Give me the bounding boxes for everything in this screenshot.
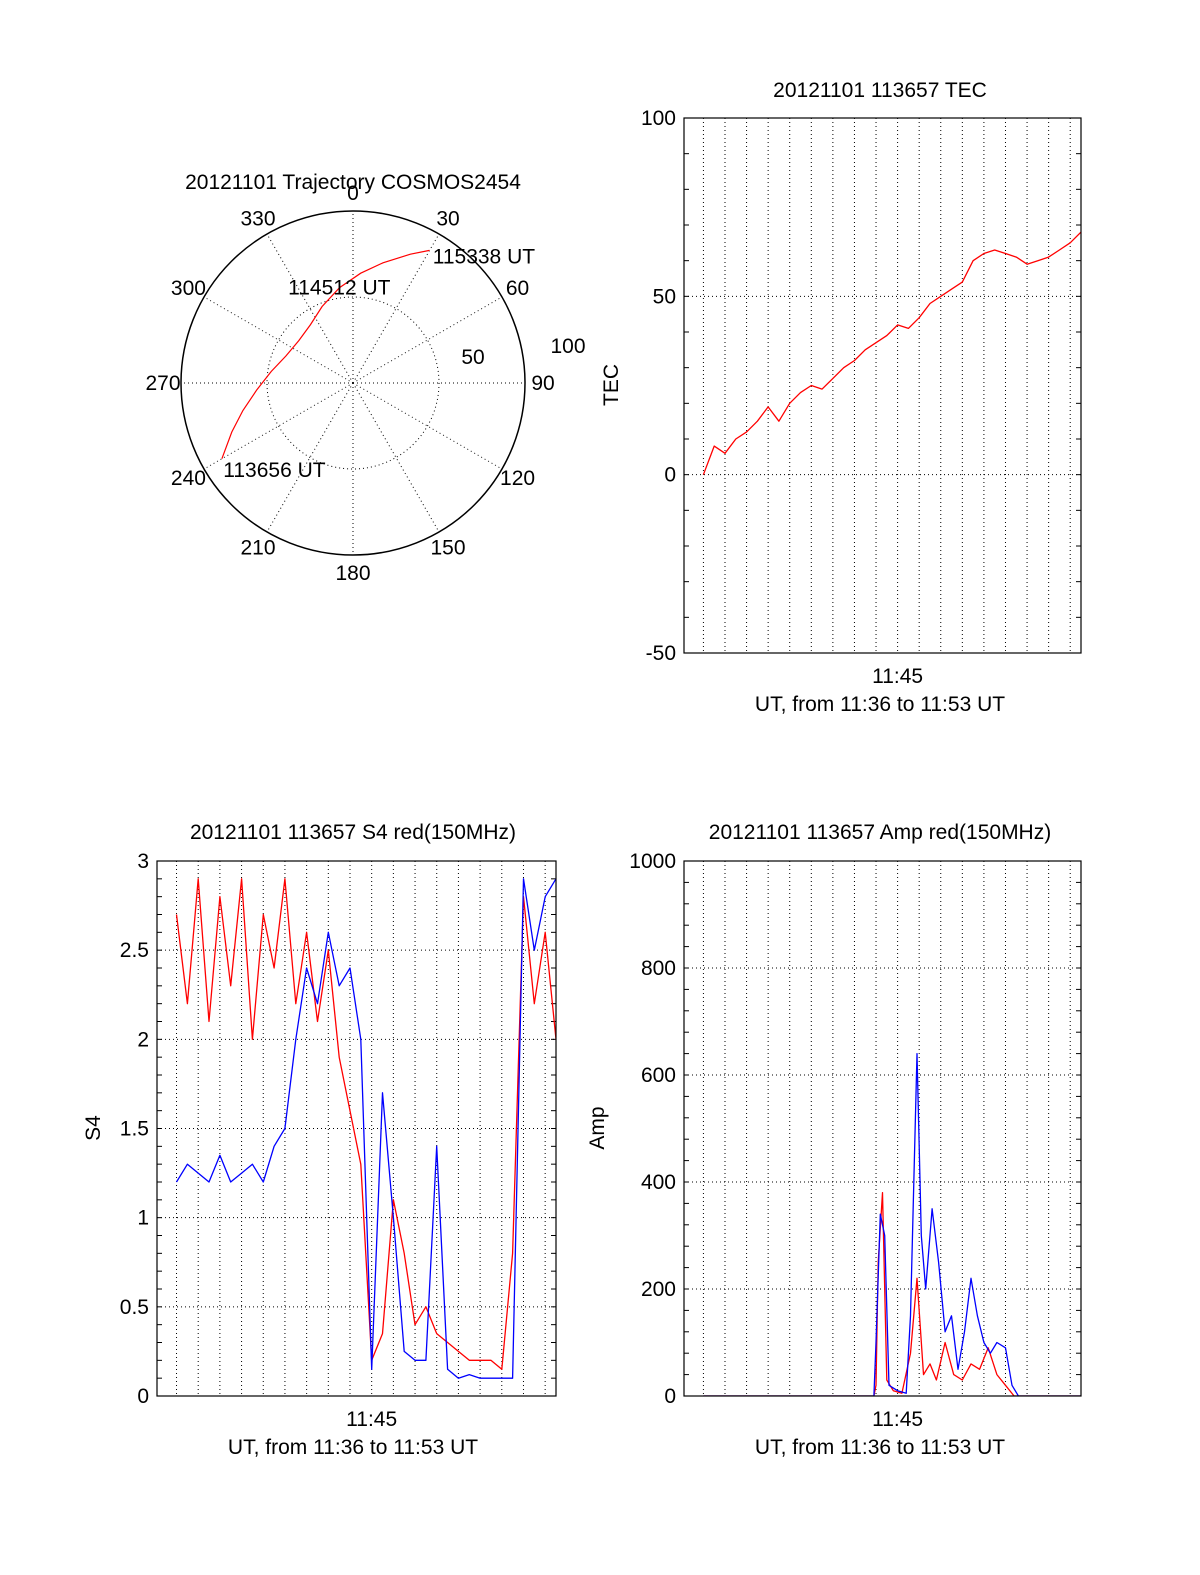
trajectory-spoke [352, 296, 503, 384]
trajectory-series [221, 249, 430, 459]
azimuth-label: 300 [171, 277, 206, 300]
amp-xlabel: UT, from 11:36 to 11:53 UT [755, 1436, 1005, 1459]
trajectory-annotations: 113656 UT 114512 UT 115338 UT [223, 245, 535, 482]
x-tick-label: 11:45 [872, 1408, 923, 1431]
series-line-0 [175, 878, 556, 1370]
time-annotation: 114512 UT [288, 276, 391, 299]
azimuth-label: 30 [436, 207, 459, 230]
azimuth-label: 210 [240, 537, 275, 560]
azimuth-label: 120 [500, 467, 535, 490]
series-group [702, 231, 1081, 475]
ring-label: 100 [550, 335, 585, 358]
y-tick-label: 400 [641, 1171, 676, 1194]
y-tick-label: 1.5 [120, 1118, 149, 1141]
plot-frame [156, 860, 557, 1397]
s4-ylabel: S4 [82, 1115, 105, 1141]
amp-panel: 20121101 113657 Amp red(150MHz) 0 200 400 6… [586, 821, 1082, 1459]
y-tick-label: 200 [641, 1278, 676, 1301]
series-line-1 [175, 878, 556, 1379]
y-tick-label: 600 [641, 1064, 676, 1087]
trajectory-spoke [203, 382, 354, 470]
trajectory-path [221, 249, 430, 459]
series-line-0 [702, 231, 1081, 475]
azimuth-label: 150 [430, 537, 465, 560]
amp-ylabel: Amp [586, 1106, 609, 1149]
trajectory-title: 20121101 Trajectory COSMOS2454 [185, 171, 521, 194]
trajectory-spoke [266, 233, 354, 384]
azimuth-label: 270 [145, 372, 180, 395]
y-tick-label: 0 [137, 1385, 149, 1408]
y-tick-label: 0 [664, 464, 676, 487]
plot-frame [683, 860, 1082, 1397]
s4-xlabel: UT, from 11:36 to 11:53 UT [228, 1436, 478, 1459]
azimuth-label: 330 [240, 207, 275, 230]
trajectory-spoke [352, 382, 440, 533]
s4-title: 20121101 113657 S4 red(150MHz) [190, 821, 516, 844]
trajectory-ring-50 [266, 296, 440, 470]
y-tick-label: 2 [137, 1028, 149, 1051]
tec-ylabel: TEC [600, 364, 623, 406]
tec-plot-area: -50 0 50 100 11:45 [641, 107, 1082, 688]
ring-label: 50 [461, 346, 484, 369]
trajectory-panel: 20121101 Trajectory COSMOS2454 0 30 60 90 12… [145, 171, 585, 585]
time-annotation: 113656 UT [223, 459, 326, 482]
azimuth-label: 0 [347, 182, 359, 205]
s4-panel: 20121101 113657 S4 red(150MHz) 0 0.5 1 1.5 2… [82, 821, 557, 1459]
trajectory-outer-circle [180, 210, 526, 556]
x-tick-label: 11:45 [346, 1408, 397, 1431]
azimuth-label: 60 [506, 277, 529, 300]
tec-xlabel: UT, from 11:36 to 11:53 UT [755, 693, 1005, 716]
trajectory-spoke [266, 382, 354, 533]
trajectory-grid [180, 210, 526, 556]
y-tick-label: 100 [641, 107, 676, 130]
azimuth-label: 90 [531, 372, 554, 395]
y-tick-label: 1000 [629, 850, 676, 873]
trajectory-ring-labels: 50 100 [461, 335, 585, 369]
plot-frame [683, 117, 1082, 654]
x-tick-label: 11:45 [872, 665, 923, 688]
azimuth-label: 180 [335, 562, 370, 585]
trajectory-spoke [352, 382, 503, 470]
y-tick-label: 800 [641, 957, 676, 980]
series-group [175, 878, 556, 1379]
amp-title: 20121101 113657 Amp red(150MHz) [709, 821, 1051, 844]
trajectory-spoke [352, 233, 440, 384]
y-tick-label: 3 [137, 850, 149, 873]
tec-panel: 20121101 113657 TEC -50 0 50 100 11:45 UT, f… [600, 79, 1082, 716]
series-line-0 [703, 1192, 1081, 1396]
azimuth-label: 240 [171, 467, 206, 490]
series-group [703, 1052, 1081, 1396]
y-tick-label: 0.5 [120, 1296, 149, 1319]
trajectory-spoke [203, 296, 354, 384]
amp-plot-area: 0 200 400 600 800 1000 11:45 [629, 850, 1082, 1431]
time-annotation: 115338 UT [433, 245, 536, 268]
y-tick-label: -50 [646, 642, 676, 665]
trajectory-azimuth-labels: 0 30 60 90 120 150 180 210 240 270 300 330 [145, 182, 554, 585]
y-tick-label: 2.5 [120, 939, 149, 962]
y-tick-label: 50 [653, 285, 676, 308]
s4-plot-area: 0 0.5 1 1.5 2 2.5 3 11:45 [120, 850, 557, 1431]
y-tick-label: 1 [137, 1207, 149, 1230]
y-tick-label: 0 [664, 1385, 676, 1408]
tec-title: 20121101 113657 TEC [773, 79, 987, 102]
series-line-1 [703, 1052, 1081, 1396]
